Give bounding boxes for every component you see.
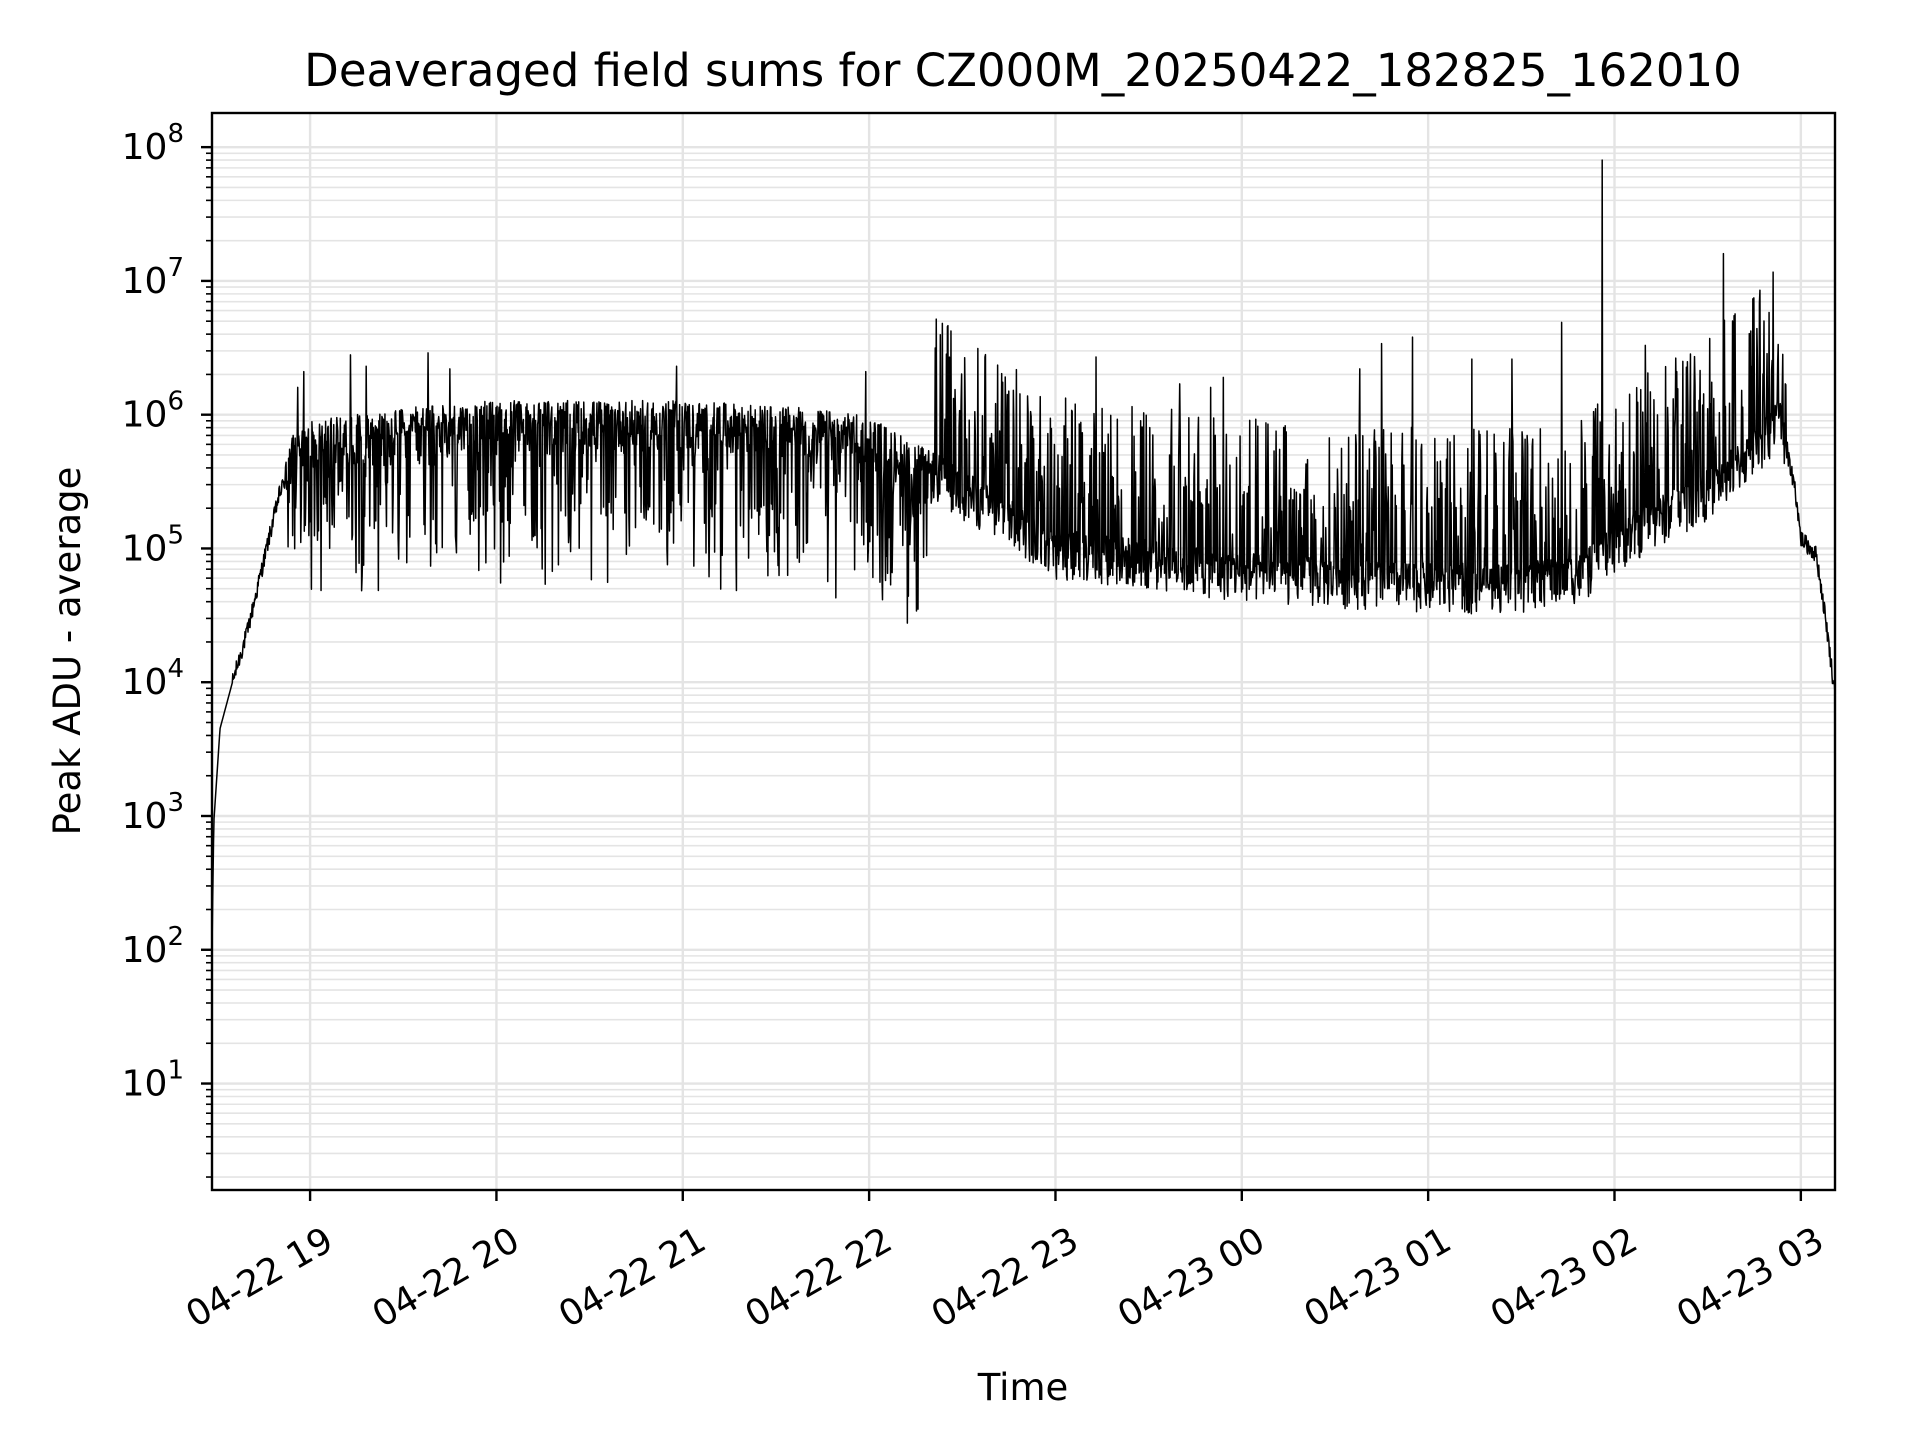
y-tick-label: 106 — [122, 387, 184, 436]
y-tick-label: 104 — [122, 654, 184, 703]
y-tick-label: 102 — [122, 922, 184, 971]
y-tick-label-exponent: 7 — [167, 253, 184, 283]
y-tick-label-base: 10 — [122, 662, 168, 703]
y-tick-label-base: 10 — [122, 127, 168, 168]
y-tick-label-exponent: 1 — [167, 1056, 184, 1086]
y-tick-label-exponent: 6 — [167, 387, 184, 417]
y-tick-label: 105 — [122, 520, 184, 569]
y-tick-label-exponent: 5 — [167, 520, 184, 550]
y-tick-label-base: 10 — [122, 395, 168, 436]
y-tick-label-exponent: 3 — [167, 788, 184, 818]
y-tick-label-base: 10 — [122, 930, 168, 971]
y-tick-label: 101 — [122, 1056, 184, 1105]
y-tick-label-base: 10 — [122, 528, 168, 569]
x-axis-label: Time — [977, 1366, 1069, 1409]
series-line-peak-adu — [211, 159, 1836, 950]
y-tick-label-base: 10 — [122, 796, 168, 837]
plot-frame — [210, 111, 1837, 1192]
y-tick-label: 108 — [122, 119, 184, 168]
y-tick-label: 103 — [122, 788, 184, 837]
y-tick-label-base: 10 — [122, 261, 168, 302]
y-tick-label-exponent: 2 — [167, 922, 184, 952]
y-tick-label-exponent: 8 — [167, 119, 184, 149]
series-layer — [211, 159, 1836, 950]
y-tick-label: 107 — [122, 253, 184, 302]
y-tick-label-exponent: 4 — [167, 654, 184, 684]
chart-title: Deaveraged field sums for CZ000M_2025042… — [304, 44, 1742, 97]
y-axis-label: Peak ADU - average — [46, 467, 89, 836]
y-tick-label-base: 10 — [122, 1064, 168, 1105]
